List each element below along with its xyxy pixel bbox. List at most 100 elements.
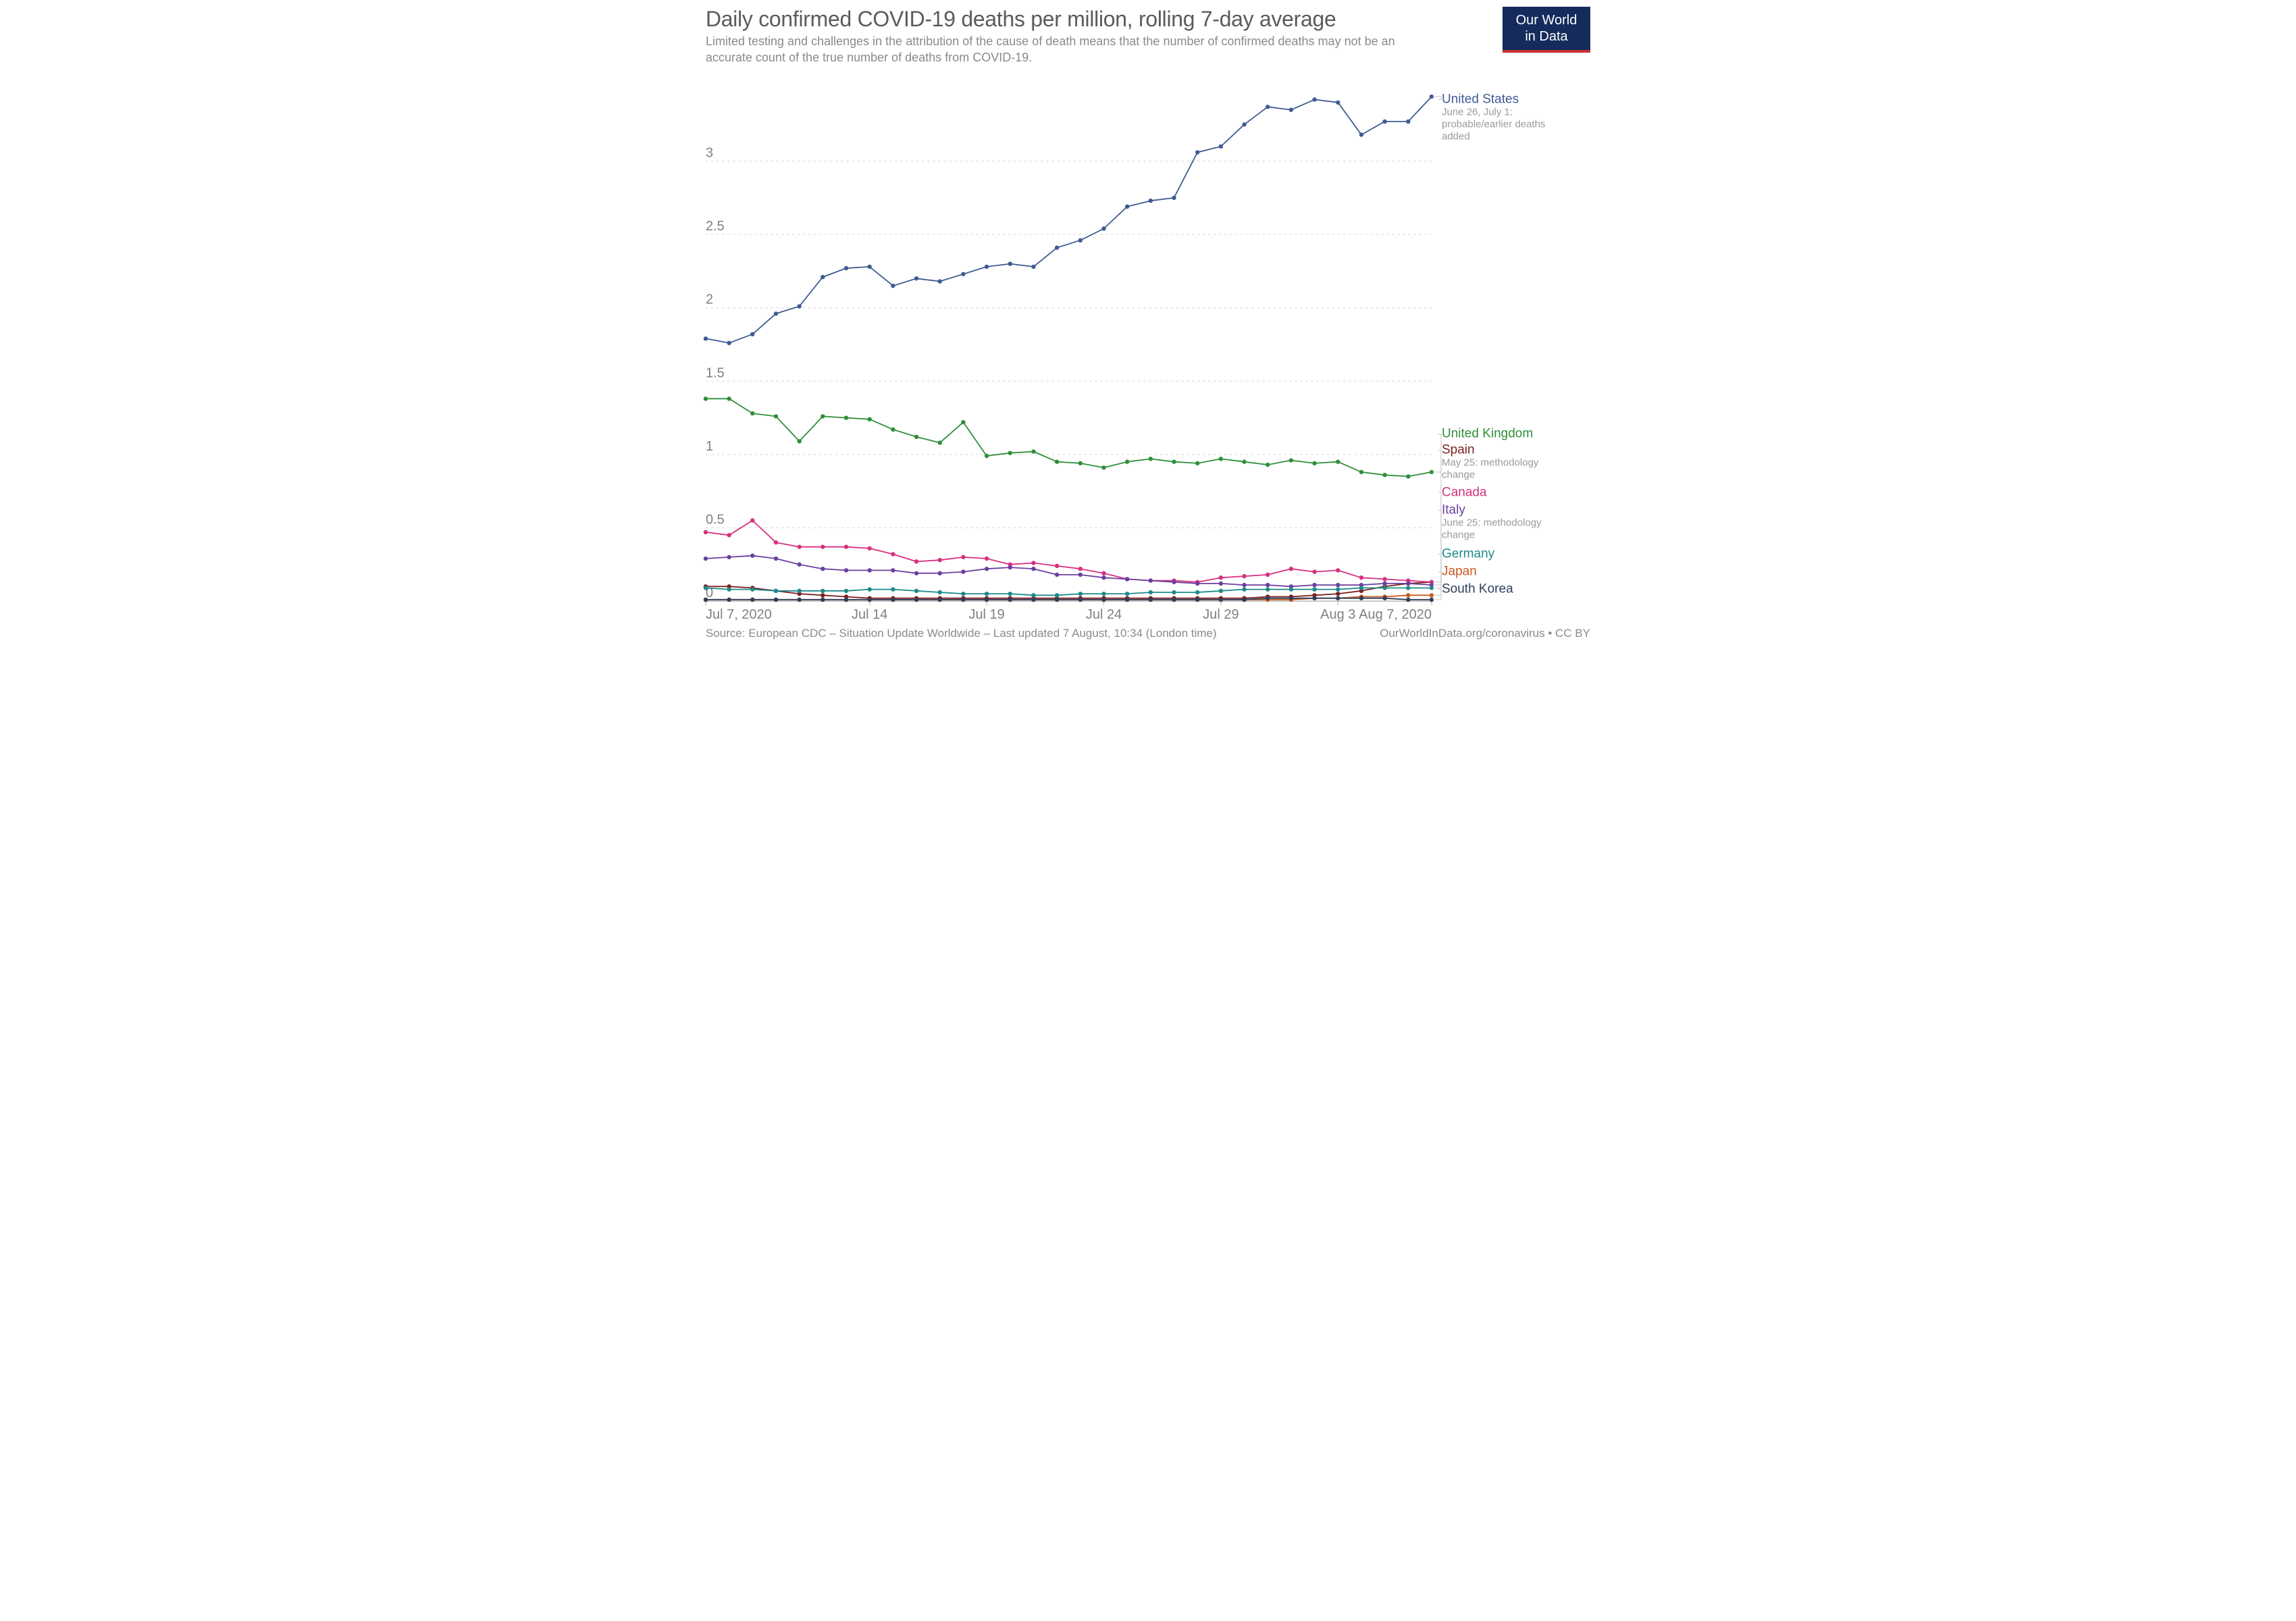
series-marker [774,557,778,561]
label-connector [1433,434,1441,472]
series-marker [1008,565,1012,569]
series-marker [1031,449,1035,453]
series-marker [985,557,989,561]
series-marker [798,439,802,443]
series-marker [798,598,802,602]
series-marker [1219,582,1223,586]
label-connector [1433,450,1441,582]
series-note: May 25: methodology [1442,457,1539,468]
x-tick-label: Jul 14 [852,607,887,622]
x-tick-label: Aug 7, 2020 [1359,607,1432,622]
series-marker [1382,120,1386,124]
series-marker [1219,589,1223,593]
series-marker [1289,596,1293,600]
x-tick-label: Jul 19 [968,607,1004,622]
series-marker [914,435,918,439]
series-marker [1055,573,1059,577]
series-marker [1406,586,1410,590]
y-tick-label: 0.5 [706,512,725,527]
series-marker [1031,561,1035,565]
series-marker [961,420,965,424]
series-marker [1242,587,1246,591]
series-marker [1406,120,1410,124]
series-marker [1359,470,1363,474]
series-marker [1266,105,1270,109]
series-marker [1125,205,1129,209]
label-connector [1433,590,1441,600]
series-marker [1125,460,1129,464]
line-chart: 00.511.522.53Jul 7, 2020Jul 14Jul 19Jul … [689,0,1607,648]
series-marker [774,540,778,544]
series-marker [938,571,942,575]
series-line [706,521,1432,582]
series-marker [961,592,965,596]
series-marker [1055,593,1059,597]
series-note: probable/earlier deaths [1442,118,1545,130]
series-marker [868,568,872,572]
series-marker [1195,590,1199,594]
series-marker [798,304,802,308]
series-marker [1359,575,1363,580]
series-marker [1031,265,1035,269]
series-marker [1195,598,1199,602]
attribution-text: OurWorldInData.org/coronavirus • CC BY [1380,627,1590,640]
series-label: Canada [1442,485,1487,499]
series-marker [1008,598,1012,602]
series-marker [891,428,895,432]
series-marker [1312,461,1316,465]
series-marker [820,567,825,571]
series-marker [1031,598,1035,602]
series-label: Germany [1442,547,1495,561]
series-marker [1336,587,1340,591]
label-connector [1433,492,1441,582]
series-marker [891,552,895,556]
series-marker [1172,196,1176,200]
series-marker [1008,451,1012,455]
series-marker [1031,593,1035,597]
series-marker [1149,457,1153,461]
series-marker [891,598,895,602]
label-connector [1433,572,1441,596]
series-note: change [1442,469,1475,480]
series-label: United Kingdom [1442,426,1533,440]
series-marker [1055,245,1059,249]
series-marker [820,414,825,418]
series-marker [868,587,872,591]
series-marker [1336,568,1340,572]
y-tick-label: 1.5 [706,365,725,380]
series-marker [1078,461,1082,465]
series-note: June 25: methodology [1442,517,1542,528]
series-marker [1312,587,1316,591]
series-marker [798,544,802,548]
series-note: change [1442,529,1475,540]
series-marker [1289,107,1293,111]
series-marker [1406,582,1410,586]
series-marker [1078,238,1082,242]
series-marker [868,546,872,550]
series-marker [938,598,942,602]
series-marker [1266,463,1270,467]
x-tick-label: Jul 24 [1086,607,1122,622]
series-marker [1101,592,1105,596]
series-marker [1359,586,1363,590]
series-marker [844,266,848,270]
series-marker [985,598,989,602]
series-marker [1195,582,1199,586]
series-marker [891,587,895,591]
series-marker [1101,226,1105,230]
y-tick-label: 2 [706,292,713,307]
series-marker [798,563,802,567]
series-marker [727,341,731,345]
series-marker [1242,460,1246,464]
series-marker [1289,458,1293,462]
series-marker [1336,596,1340,600]
series-marker [1382,582,1386,586]
chart-container: Daily confirmed COVID-19 deaths per mill… [689,0,1607,648]
series-marker [914,571,918,575]
series-marker [1359,132,1363,136]
series-marker [938,558,942,562]
series-marker [868,598,872,602]
series-marker [750,332,754,336]
series-marker [1031,567,1035,571]
series-marker [961,569,965,573]
